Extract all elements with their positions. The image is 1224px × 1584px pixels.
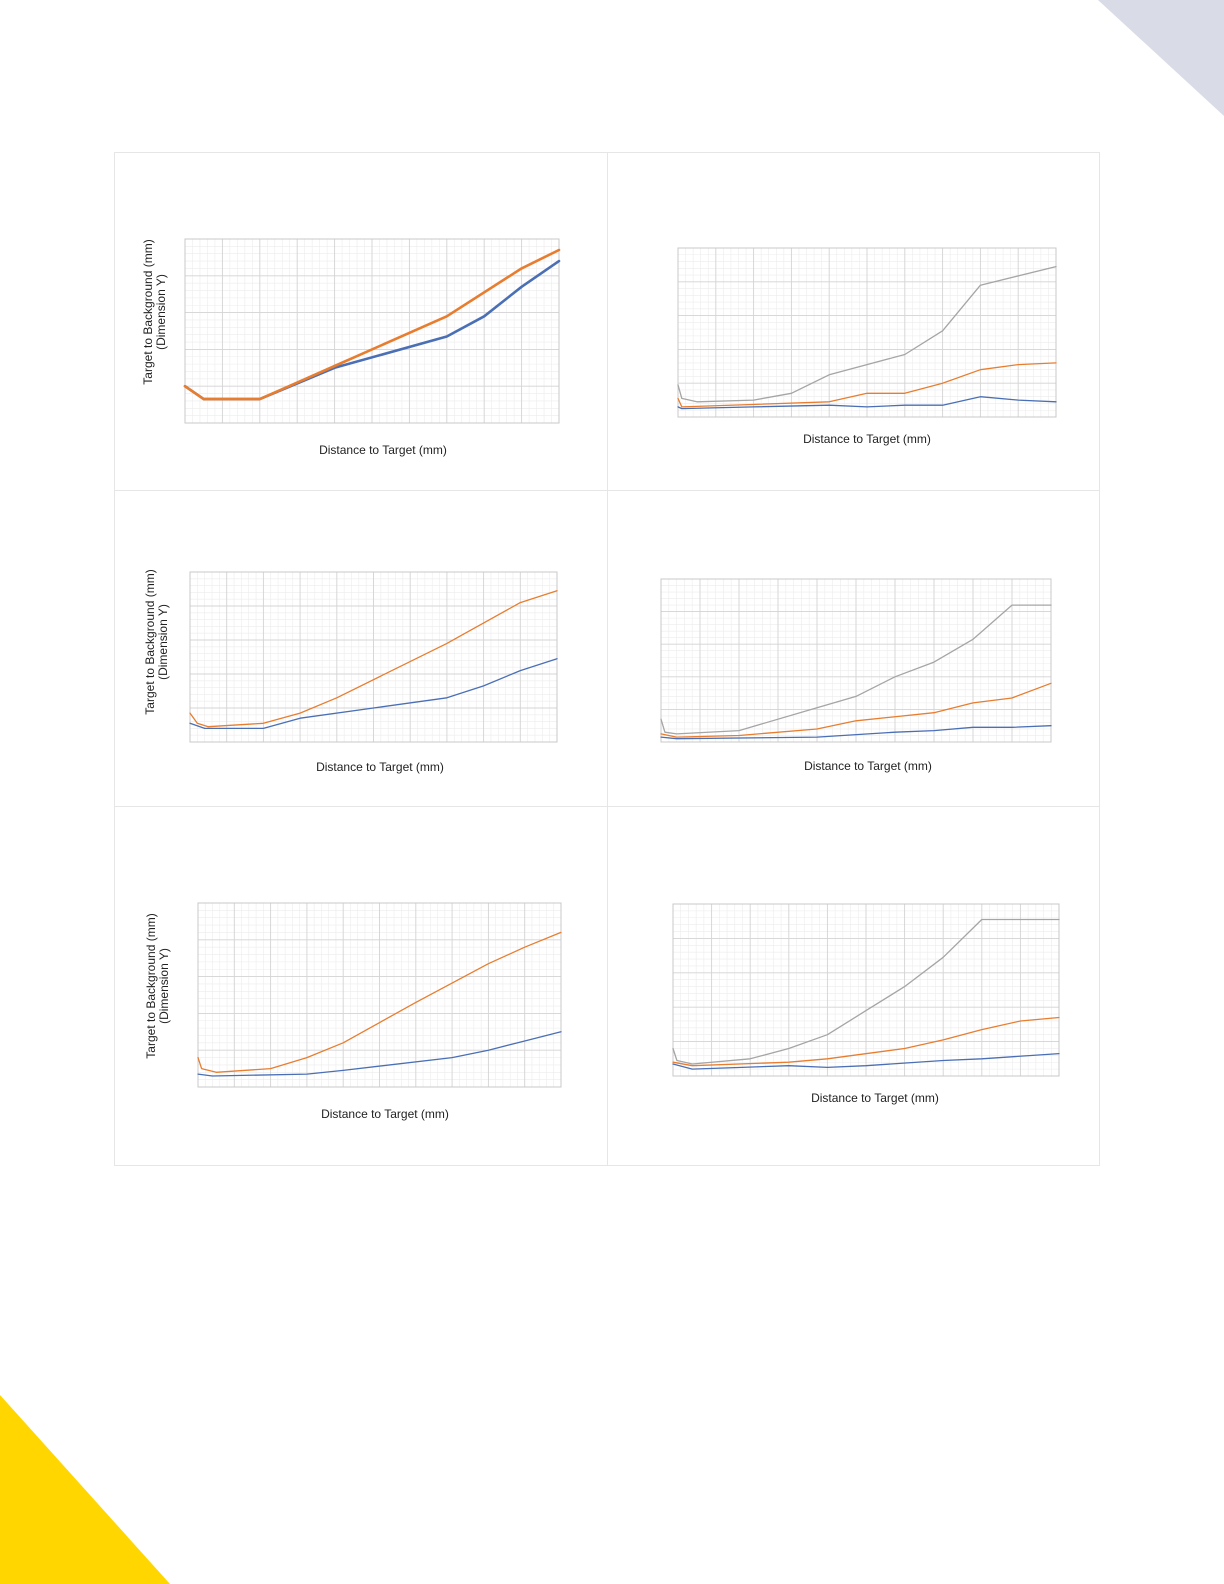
chart-panel-grid bbox=[114, 152, 1100, 1166]
x-axis-title: Distance to Target (mm) bbox=[803, 432, 931, 446]
plot-area-frame bbox=[189, 571, 558, 743]
panel-divider-horizontal bbox=[115, 806, 1099, 807]
chart-d: Distance to Target (mm) bbox=[660, 578, 1052, 773]
series-line-orange bbox=[660, 682, 1052, 738]
chart-e: Distance to Target (mm) Target to Backgro… bbox=[144, 902, 562, 1121]
panel-divider-horizontal bbox=[115, 490, 1099, 491]
series-line-blue bbox=[660, 725, 1052, 740]
x-axis-title: Distance to Target (mm) bbox=[316, 760, 444, 774]
chart-b: Distance to Target (mm) bbox=[677, 247, 1057, 446]
series-line-orange bbox=[189, 590, 558, 728]
top-right-corner-decoration bbox=[0, 0, 1224, 120]
x-axis-title: Distance to Target (mm) bbox=[319, 443, 447, 457]
y-axis-title-line1: Target to Background (mm) bbox=[141, 239, 155, 384]
plot-area-frame bbox=[672, 903, 1060, 1077]
x-axis-title: Distance to Target (mm) bbox=[804, 759, 932, 773]
series-line-gray bbox=[660, 604, 1052, 735]
series-line-orange bbox=[677, 362, 1057, 408]
chart-c: Distance to Target (mm) Target to Backgro… bbox=[143, 569, 558, 774]
series-line-orange bbox=[183, 248, 561, 401]
plot-area-frame bbox=[660, 578, 1052, 743]
bottom-left-corner-decoration bbox=[0, 1395, 200, 1584]
x-axis-title: Distance to Target (mm) bbox=[321, 1107, 449, 1121]
y-axis-title-line1: Target to Background (mm) bbox=[144, 913, 158, 1058]
y-axis-title: Target to Background (mm)(Dimension Y) bbox=[144, 913, 171, 1058]
series-line-gray bbox=[672, 918, 1060, 1065]
series-line-orange bbox=[197, 931, 562, 1073]
series-line-orange bbox=[672, 1016, 1060, 1067]
y-axis-title: Target to Background (mm)(Dimension Y) bbox=[141, 239, 168, 384]
series-line-blue bbox=[197, 1031, 562, 1077]
plot-area-frame bbox=[184, 238, 560, 424]
series-line-blue bbox=[677, 396, 1057, 410]
y-axis-title: Target to Background (mm)(Dimension Y) bbox=[143, 569, 170, 714]
plot-area-frame bbox=[677, 247, 1057, 418]
y-axis-title-line2: (Dimension Y) bbox=[154, 274, 168, 350]
series-line-blue bbox=[672, 1052, 1060, 1070]
panel-divider-vertical bbox=[607, 153, 608, 1165]
y-axis-title-line1: Target to Background (mm) bbox=[143, 569, 157, 714]
series-line-blue bbox=[189, 658, 558, 730]
series-line-gray bbox=[677, 265, 1057, 403]
y-axis-title-line2: (Dimension Y) bbox=[156, 604, 170, 680]
chart-f: Distance to Target (mm) bbox=[672, 903, 1060, 1105]
plot-area-frame bbox=[197, 902, 562, 1088]
x-axis-title: Distance to Target (mm) bbox=[811, 1091, 939, 1105]
y-axis-title-line2: (Dimension Y) bbox=[157, 948, 171, 1024]
chart-a: Distance to Target (mm) Target to Backgro… bbox=[141, 238, 561, 457]
